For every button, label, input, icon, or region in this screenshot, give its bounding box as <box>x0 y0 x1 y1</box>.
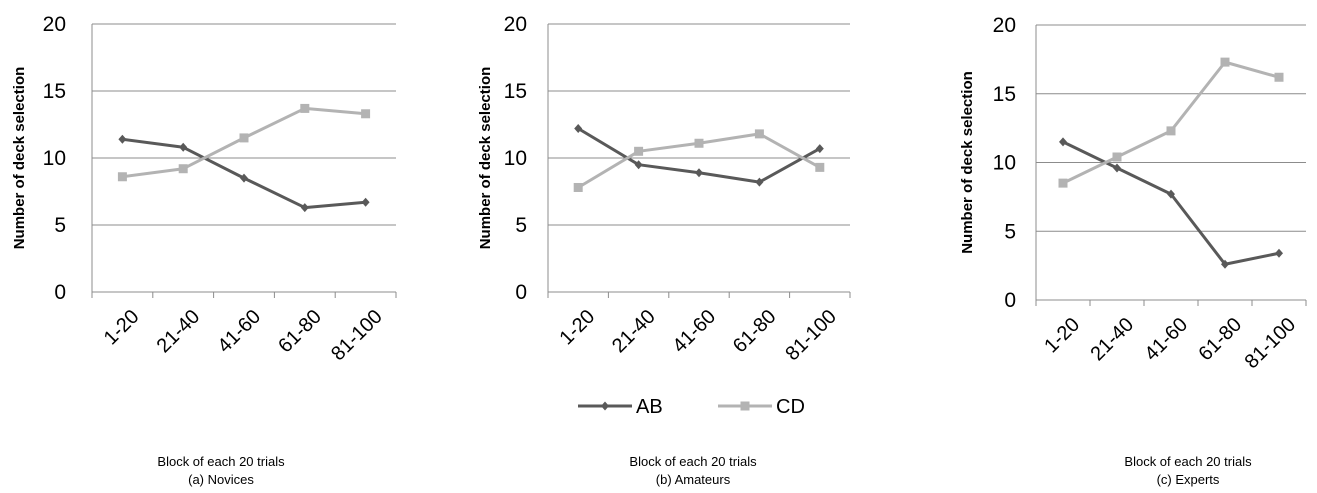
data-point-cd <box>178 164 188 174</box>
panel-caption: (a) Novices <box>188 472 254 487</box>
y-tick-label: 0 <box>54 281 66 304</box>
y-tick-label: 15 <box>504 80 527 103</box>
x-axis-title: Block of each 20 trials <box>629 454 757 469</box>
y-axis-title: Number of deck selection <box>477 67 494 250</box>
x-tick-label: 1-20 <box>555 306 599 350</box>
data-point-ab <box>1059 137 1067 147</box>
panel-caption: (c) Experts <box>1157 472 1220 487</box>
data-point-ab <box>300 203 309 213</box>
y-tick-label: 10 <box>43 147 66 170</box>
data-point-ab <box>361 197 370 207</box>
legend-marker-cd <box>740 401 750 411</box>
y-tick-label: 0 <box>515 281 527 304</box>
legend-marker-ab <box>601 401 609 411</box>
x-tick-label: 61-80 <box>729 306 781 358</box>
data-point-ab <box>1275 248 1283 258</box>
x-tick-label: 81-100 <box>327 306 387 366</box>
series-line-ab <box>1062 140 1280 266</box>
x-tick-label: 41-60 <box>213 306 265 358</box>
data-point-ab <box>1221 259 1229 269</box>
x-tick-label: 21-40 <box>608 306 660 358</box>
data-point-ab <box>574 124 583 134</box>
x-tick-label: 21-40 <box>1086 314 1138 366</box>
chart-panel-1: 0 5 10 15 20 1-20 21-40 41-60 61-80 81-100 Number … <box>11 13 397 487</box>
y-axis-title: Number of deck selection <box>11 67 28 250</box>
data-point-ab <box>118 134 127 144</box>
data-point-ab <box>634 160 643 170</box>
data-point-cd <box>1112 152 1122 162</box>
y-axis-title: Number of deck selection <box>959 71 976 254</box>
data-point-cd <box>361 109 371 119</box>
y-tick-label: 10 <box>993 152 1016 175</box>
x-tick-label: 81-100 <box>1241 314 1301 374</box>
legend-label-ab: AB <box>636 396 663 418</box>
data-point-cd <box>573 182 583 192</box>
y-tick-label: 10 <box>504 147 527 170</box>
data-point-cd <box>1166 126 1176 136</box>
y-tick-label: 15 <box>43 80 66 103</box>
data-point-cd <box>694 138 704 148</box>
x-tick-label: 61-80 <box>1194 314 1246 366</box>
x-tick-label: 61-80 <box>274 306 326 358</box>
series-line-cd <box>1062 60 1280 185</box>
data-point-cd <box>815 162 825 172</box>
panel-caption: (b) Amateurs <box>656 472 731 487</box>
data-point-cd <box>117 172 127 182</box>
data-point-ab <box>815 144 824 154</box>
x-axis-title: Block of each 20 trials <box>1124 454 1252 469</box>
y-tick-label: 20 <box>43 13 66 36</box>
y-tick-label: 5 <box>1004 220 1016 243</box>
y-tick-label: 0 <box>1004 289 1016 312</box>
x-tick-label: 1-20 <box>1040 314 1084 358</box>
y-tick-label: 15 <box>993 83 1016 106</box>
y-tick-label: 5 <box>515 214 527 237</box>
y-tick-label: 5 <box>54 214 66 237</box>
data-point-ab <box>1113 163 1121 173</box>
data-point-ab <box>240 173 248 183</box>
data-point-ab <box>755 177 764 187</box>
data-point-cd <box>239 133 249 143</box>
data-point-cd <box>1058 178 1068 188</box>
y-tick-label: 20 <box>504 13 527 36</box>
y-tick-label: 20 <box>993 14 1016 37</box>
chart-panel-2: 0 5 10 15 20 1-20 21-40 41-60 61-80 81-100 Number … <box>477 13 851 487</box>
data-point-cd <box>754 129 764 139</box>
x-tick-label: 1-20 <box>100 306 144 350</box>
data-point-cd <box>634 146 644 156</box>
legend-label-cd: CD <box>776 396 805 418</box>
x-tick-label: 81-100 <box>781 306 841 366</box>
data-point-cd <box>1220 57 1230 67</box>
legend: AB CD <box>578 396 805 418</box>
data-point-ab <box>179 142 188 152</box>
data-point-ab <box>695 168 703 178</box>
x-tick-label: 41-60 <box>1140 314 1192 366</box>
data-point-ab <box>1167 189 1175 199</box>
data-point-cd <box>1274 72 1284 82</box>
data-point-cd <box>300 103 310 113</box>
x-tick-label: 21-40 <box>153 306 205 358</box>
x-axis-title: Block of each 20 trials <box>157 454 285 469</box>
x-tick-label: 41-60 <box>668 306 720 358</box>
